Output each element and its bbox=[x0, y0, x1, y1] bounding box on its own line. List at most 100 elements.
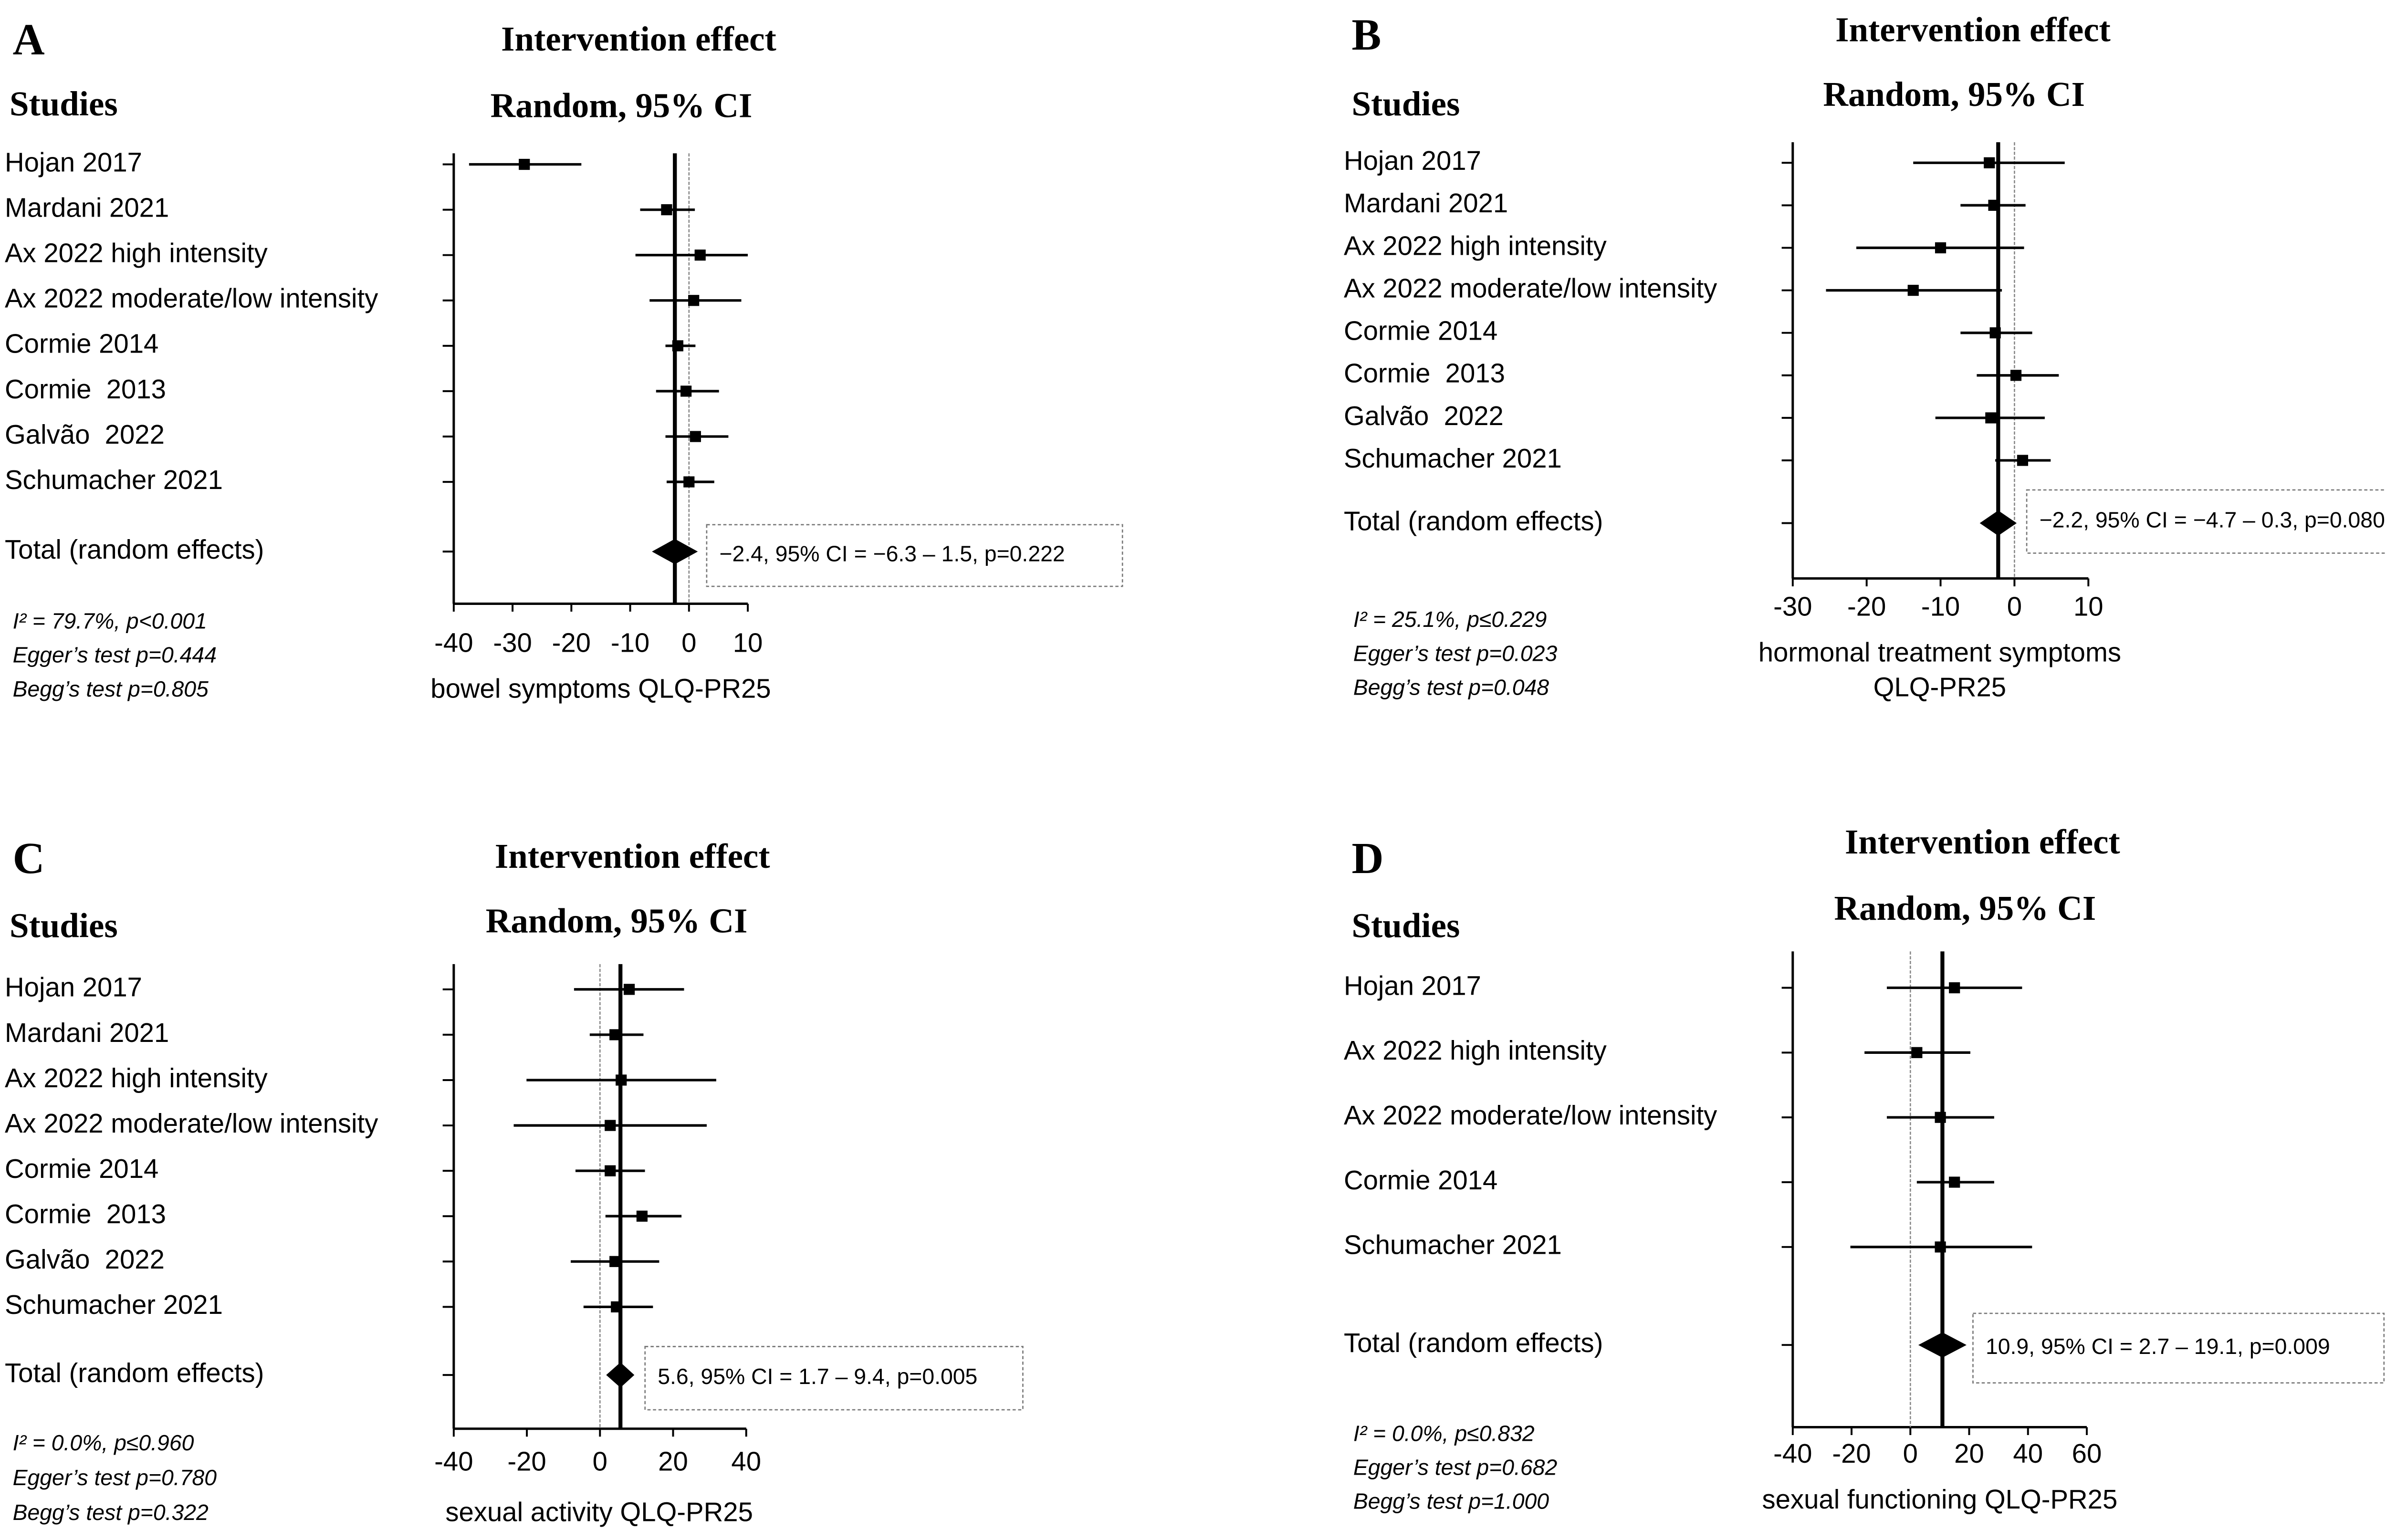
x-tick-label: 40 bbox=[731, 1446, 761, 1477]
point-estimate bbox=[519, 158, 530, 170]
point-estimate bbox=[688, 295, 700, 306]
studies-header: Studies bbox=[10, 84, 118, 123]
study-label: Galvão 2022 bbox=[1344, 401, 1504, 431]
heterogeneity-stat: I² = 0.0%, p≤0.960 bbox=[13, 1430, 194, 1455]
chart-title: Intervention effect bbox=[495, 837, 770, 875]
point-estimate bbox=[1989, 327, 2001, 339]
pooled-diamond bbox=[1918, 1332, 1967, 1358]
x-tick-label: -40 bbox=[1773, 1438, 1812, 1468]
study-label: Schumacher 2021 bbox=[1344, 443, 1562, 473]
point-estimate bbox=[623, 984, 635, 995]
point-estimate bbox=[1935, 1112, 1946, 1123]
panel-label: C bbox=[13, 834, 45, 883]
x-tick-label: -40 bbox=[434, 628, 473, 658]
point-estimate bbox=[2010, 370, 2022, 381]
x-tick-label: -20 bbox=[1832, 1438, 1871, 1468]
x-axis-label: hormonal treatment symptoms bbox=[1758, 637, 2121, 667]
point-estimate bbox=[672, 340, 683, 352]
study-label: Ax 2022 high intensity bbox=[1344, 1035, 1607, 1065]
study-label: Cormie 2014 bbox=[1344, 316, 1497, 346]
study-label: Mardani 2021 bbox=[5, 1018, 169, 1048]
total-label: Total (random effects) bbox=[1344, 506, 1603, 536]
heterogeneity-stat: Egger’s test p=0.682 bbox=[1353, 1455, 1558, 1480]
chart-title: Intervention effect bbox=[501, 20, 776, 58]
chart-title: Intervention effect bbox=[1835, 10, 2111, 49]
point-estimate bbox=[661, 204, 672, 216]
study-label: Cormie 2013 bbox=[1344, 358, 1505, 388]
point-estimate bbox=[694, 250, 706, 261]
study-label: Ax 2022 moderate/low intensity bbox=[1344, 273, 1717, 303]
panel-label: B bbox=[1352, 10, 1381, 60]
point-estimate bbox=[611, 1301, 622, 1312]
study-label: Ax 2022 high intensity bbox=[1344, 230, 1607, 260]
heterogeneity-stat: Begg’s test p=0.805 bbox=[13, 676, 209, 701]
panel-label: A bbox=[13, 15, 45, 64]
study-label: Galvão 2022 bbox=[5, 419, 165, 449]
study-label: Hojan 2017 bbox=[1344, 146, 1481, 176]
point-estimate bbox=[609, 1029, 621, 1041]
x-tick-label: 0 bbox=[1903, 1438, 1918, 1468]
studies-header: Studies bbox=[1352, 84, 1460, 123]
point-estimate bbox=[1985, 412, 1997, 424]
point-estimate bbox=[1911, 1047, 1923, 1058]
point-estimate bbox=[1935, 1241, 1946, 1253]
panel-label: D bbox=[1352, 834, 1384, 883]
study-label: Schumacher 2021 bbox=[1344, 1230, 1562, 1260]
studies-header: Studies bbox=[10, 906, 118, 945]
heterogeneity-stat: I² = 0.0%, p≤0.832 bbox=[1353, 1421, 1535, 1446]
chart-subtitle: Random, 95% CI bbox=[486, 902, 748, 940]
chart-title: Intervention effect bbox=[1845, 822, 2120, 861]
point-estimate bbox=[690, 431, 701, 442]
study-label: Hojan 2017 bbox=[1344, 970, 1481, 1000]
x-tick-label: -30 bbox=[1773, 591, 1812, 621]
study-label: Schumacher 2021 bbox=[5, 1290, 223, 1320]
summary-text: 5.6, 95% CI = 1.7 – 9.4, p=0.005 bbox=[658, 1364, 977, 1389]
chart-subtitle: Random, 95% CI bbox=[1834, 889, 2096, 927]
heterogeneity-stat: I² = 25.1%, p≤0.229 bbox=[1353, 607, 1547, 632]
study-label: Ax 2022 moderate/low intensity bbox=[1344, 1100, 1717, 1130]
x-tick-label: 10 bbox=[733, 628, 763, 658]
summary-box bbox=[706, 524, 1123, 587]
summary-box bbox=[1972, 1312, 2385, 1384]
summary-text: −2.2, 95% CI = −4.7 – 0.3, p=0.080 bbox=[2040, 507, 2385, 532]
point-estimate bbox=[636, 1210, 648, 1222]
x-axis-label: sexual functioning QLQ-PR25 bbox=[1762, 1484, 2117, 1514]
x-tick-label: 60 bbox=[2072, 1438, 2102, 1468]
point-estimate bbox=[680, 385, 692, 397]
x-tick-label: 0 bbox=[2007, 591, 2022, 621]
x-tick-label: 0 bbox=[593, 1446, 607, 1477]
x-tick-label: -30 bbox=[493, 628, 532, 658]
x-tick-label: 20 bbox=[658, 1446, 688, 1477]
point-estimate bbox=[605, 1120, 616, 1131]
study-label: Ax 2022 moderate/low intensity bbox=[5, 283, 378, 313]
point-estimate bbox=[1949, 1176, 1960, 1188]
study-label: Cormie 2013 bbox=[5, 1199, 166, 1229]
total-label: Total (random effects) bbox=[5, 1358, 264, 1388]
x-axis-label: QLQ-PR25 bbox=[1873, 672, 2006, 702]
study-label: Ax 2022 high intensity bbox=[5, 1063, 268, 1093]
study-label: Hojan 2017 bbox=[5, 972, 142, 1002]
pooled-diamond bbox=[652, 539, 698, 564]
study-label: Schumacher 2021 bbox=[5, 465, 223, 495]
heterogeneity-stat: Begg’s test p=0.048 bbox=[1353, 675, 1549, 700]
summary-text: −2.4, 95% CI = −6.3 – 1.5, p=0.222 bbox=[719, 541, 1065, 566]
heterogeneity-stat: Begg’s test p=1.000 bbox=[1353, 1489, 1549, 1514]
x-tick-label: -40 bbox=[434, 1446, 473, 1477]
point-estimate bbox=[1935, 242, 1946, 254]
point-estimate bbox=[1907, 284, 1919, 296]
study-label: Cormie 2013 bbox=[5, 374, 166, 404]
heterogeneity-stat: Egger’s test p=0.444 bbox=[13, 643, 217, 667]
x-tick-label: 20 bbox=[1954, 1438, 1984, 1468]
point-estimate bbox=[2017, 455, 2029, 466]
total-label: Total (random effects) bbox=[1344, 1328, 1603, 1358]
summary-box bbox=[644, 1346, 1024, 1411]
point-estimate bbox=[683, 476, 695, 488]
summary-box bbox=[2026, 489, 2386, 554]
total-label: Total (random effects) bbox=[5, 534, 264, 564]
chart-subtitle: Random, 95% CI bbox=[1823, 75, 2085, 114]
x-tick-label: -10 bbox=[611, 628, 649, 658]
point-estimate bbox=[616, 1074, 627, 1086]
point-estimate bbox=[609, 1256, 621, 1267]
pooled-diamond bbox=[606, 1362, 635, 1388]
